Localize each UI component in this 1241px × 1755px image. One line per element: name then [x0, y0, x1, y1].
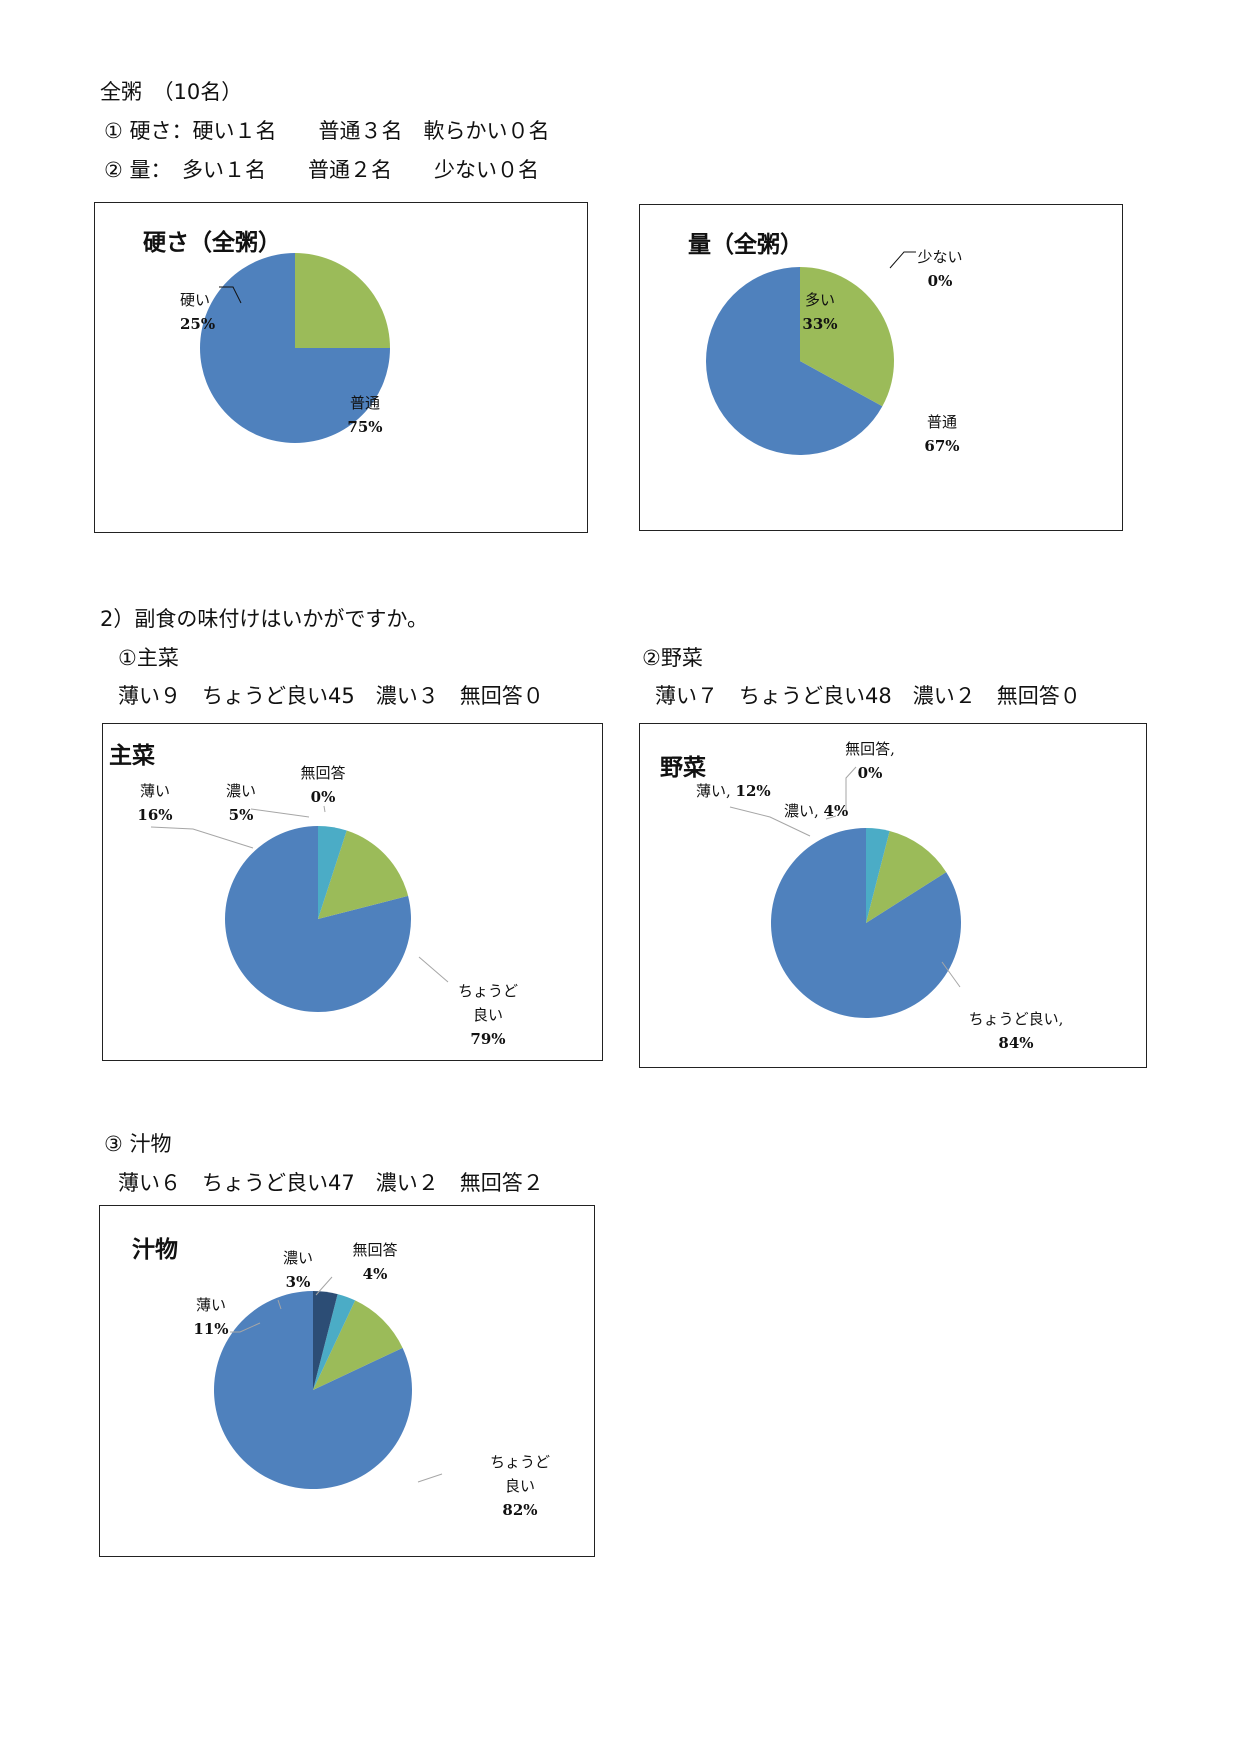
pie-label-pct: 25%: [180, 315, 215, 333]
pie-label-name: 薄い: [196, 1296, 226, 1314]
pie-label-name: 無回答: [300, 764, 345, 782]
chart-title: 量（全粥）: [688, 232, 803, 258]
pie-label-name: 濃い: [283, 1249, 313, 1267]
pie-slice: [866, 828, 890, 923]
pie-label-name: 濃い: [226, 782, 256, 800]
pie-label-pct: 67%: [924, 437, 959, 455]
pie-label-name: 濃い, 4%: [784, 802, 848, 820]
chart-title: 硬さ（全粥）: [143, 230, 281, 256]
pie-label-pct: 12%: [736, 782, 771, 800]
pie-label-pct: 75%: [347, 418, 382, 436]
pie-label-pct: 0%: [858, 764, 883, 782]
pie-slice: [866, 830, 947, 923]
pie-slice: [295, 253, 390, 348]
pie-slice: [770, 828, 961, 1018]
pie-label-name: 無回答,: [845, 740, 895, 758]
pie-label-pct: 82%: [502, 1501, 537, 1519]
chart-yasai: 野菜 無回答, 0% 薄い, 12% 濃い, 4% ちょうど良い, 84%: [639, 723, 1147, 1068]
pie-label-pct: 84%: [998, 1034, 1033, 1052]
sub1-title: ①主菜: [118, 646, 179, 670]
pie-label-name-line2: 良い: [473, 1006, 503, 1024]
pie-label-pct: 33%: [802, 315, 837, 333]
pie-label-pct: 4%: [363, 1265, 388, 1283]
pie-label-pct: 0%: [311, 788, 336, 806]
chart-title: 野菜: [660, 755, 706, 781]
section2-heading: 2）副食の味付けはいかがですか。: [100, 607, 428, 631]
section1-heading: 全粥 （10名）: [100, 80, 243, 104]
pie-label-pct: 4%: [824, 802, 849, 820]
pie-slice: [313, 1291, 338, 1390]
pie-label-name: ちょうど良い,: [969, 1010, 1064, 1028]
section1-line-amount: ② 量： 多い１名 普通２名 少ない０名: [104, 158, 539, 182]
pie-slice: [318, 826, 347, 919]
pie-slice: [214, 1291, 413, 1489]
pie-label-name: 多い: [805, 291, 835, 309]
chart-katasa: 硬さ（全粥） 硬い 25% 普通 75%: [94, 202, 588, 533]
pie-label-pct: 3%: [286, 1273, 311, 1291]
pie-label-name: 普通: [350, 394, 380, 412]
pie-label-pct: 79%: [470, 1030, 505, 1048]
pie-label-name: 薄い: [140, 782, 170, 800]
pie-label-pct: 5%: [229, 806, 254, 824]
chart-shirumono: 汁物 薄い 11% 濃い 3% 無回答 4% ちょうど 良い 82%: [99, 1205, 595, 1557]
pie-label-pct: 16%: [137, 806, 172, 824]
chart-ryou: 量（全粥） 少ない 0% 多い 33% 普通 67%: [639, 204, 1123, 531]
sub1-counts: 薄い９ ちょうど良い45 濃い３ 無回答０: [118, 684, 544, 708]
pie-label-name: 硬い: [180, 291, 210, 309]
sub2-counts: 薄い７ ちょうど良い48 濃い２ 無回答０: [655, 684, 1081, 708]
chart-title: 主菜: [109, 743, 155, 769]
pie-label-name: 普通: [927, 413, 957, 431]
chart-shusai: 主菜 薄い 16% 濃い 5% 無回答 0% ちょうど 良い 79%: [102, 723, 603, 1061]
pie-slice: [313, 1294, 356, 1390]
pie-label-name-line2: 良い: [505, 1477, 535, 1495]
pie-label-pct: 11%: [193, 1320, 228, 1338]
section1-line-hardness: ① 硬さ：硬い１名 普通３名 軟らかい０名: [104, 119, 550, 143]
pie-slice: [705, 267, 883, 455]
pie-slice: [318, 830, 409, 919]
pie-label-name-line1: ちょうど: [458, 982, 518, 1000]
sub3-counts: 薄い６ ちょうど良い47 濃い２ 無回答２: [118, 1171, 544, 1195]
pie-slice: [800, 267, 894, 407]
pie-slice: [225, 826, 412, 1012]
pie-label-name: 少ない: [917, 248, 962, 266]
pie-slice: [313, 1300, 403, 1390]
sub2-title: ②野菜: [642, 646, 703, 670]
chart-title: 汁物: [132, 1237, 178, 1263]
sub3-title: ③ 汁物: [104, 1132, 172, 1156]
pie-label-name: 薄い, 12%: [696, 782, 771, 800]
pie-label-name-line1: ちょうど: [490, 1453, 550, 1471]
pie-label-pct: 0%: [928, 272, 953, 290]
pie-label-name: 無回答: [352, 1241, 397, 1259]
